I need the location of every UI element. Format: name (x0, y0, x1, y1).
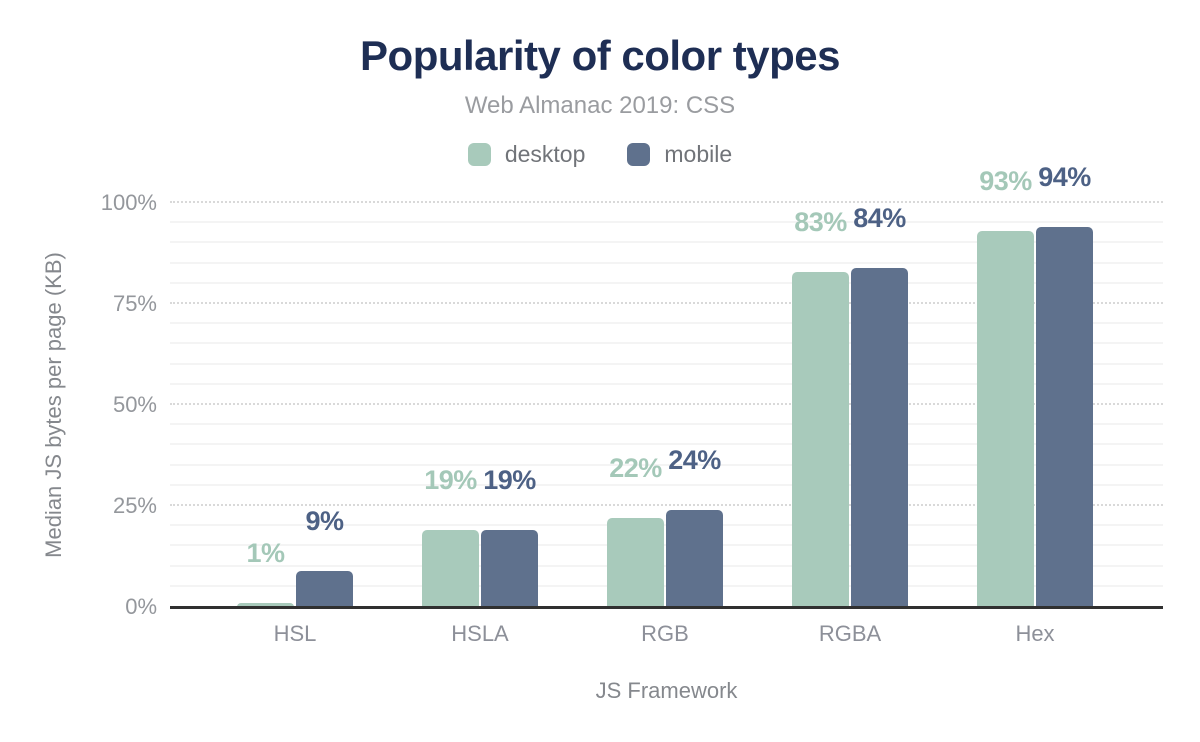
gridline-major (170, 504, 1163, 506)
legend-label-mobile: mobile (664, 141, 733, 167)
gridline-major (170, 302, 1163, 304)
legend-item-mobile[interactable]: mobile (627, 141, 732, 168)
value-label-mobile-hsla: 19% (483, 465, 536, 495)
value-label-mobile-hsl: 9% (305, 506, 344, 536)
bar-group-hex: 93% 94% Hex (977, 162, 1093, 646)
gridline-minor (170, 241, 1163, 244)
gridline-major (170, 403, 1163, 405)
bar-mobile-rgba[interactable] (851, 268, 908, 607)
gridline-minor (170, 342, 1163, 345)
chart-subtitle: Web Almanac 2019: CSS (464, 92, 736, 119)
gridline-major (170, 201, 1163, 203)
bar-mobile-hsla[interactable] (481, 530, 538, 607)
gridline-minor (170, 483, 1163, 486)
gridline-minor (170, 221, 1163, 224)
bar-group-rgba: 83% 84% RGBA (792, 203, 908, 646)
bar-desktop-rgba[interactable] (792, 272, 849, 607)
bar-mobile-hsl[interactable] (296, 571, 353, 607)
bar-mobile-rgb[interactable] (666, 510, 723, 607)
bar-desktop-hsla[interactable] (422, 530, 479, 607)
y-axis-title: Median JS bytes per page (KB) (41, 252, 66, 558)
bar-desktop-rgb[interactable] (607, 518, 664, 607)
value-label-mobile-rgba: 84% (853, 203, 906, 233)
legend: desktop mobile (0, 141, 1200, 168)
bar-group-hsla: 19% 19% HSLA (422, 203, 538, 646)
gridline-minor (170, 382, 1163, 385)
value-label-desktop-rgba: 83% (794, 207, 847, 237)
bar-desktop-hex[interactable] (977, 231, 1034, 607)
chart-title: Popularity of color types (360, 32, 840, 79)
y-tick-label: 25% (112, 493, 157, 518)
value-label-desktop-rgb: 22% (609, 453, 662, 483)
legend-item-desktop[interactable]: desktop (467, 141, 586, 168)
value-label-mobile-hex: 94% (1038, 162, 1091, 192)
x-tick-label-rgba: RGBA (818, 621, 882, 646)
x-tick-label-hsla: HSLA (451, 621, 509, 646)
gridline-minor (170, 443, 1163, 446)
legend-label-desktop: desktop (504, 141, 586, 167)
y-tick-label: 50% (112, 392, 157, 417)
gridline-minor (170, 261, 1163, 264)
bar-group-rgb: 22% 24% RGB (607, 203, 723, 646)
y-tick-label: 100% (100, 190, 157, 215)
value-label-desktop-hex: 93% (979, 166, 1032, 196)
gridline-minor (170, 362, 1163, 365)
value-label-mobile-rgb: 24% (668, 445, 721, 475)
gridline-minor (170, 463, 1163, 466)
gridline-minor (170, 281, 1163, 284)
bar-mobile-hex[interactable] (1036, 227, 1093, 607)
bar-group-hsl: 1% 9% HSL (237, 203, 353, 646)
x-tick-label-hex: Hex (1015, 621, 1055, 646)
x-axis-line (170, 606, 1163, 609)
gridline-minor (170, 423, 1163, 426)
y-tick-label: 75% (112, 291, 157, 316)
y-tick-label: 0% (125, 594, 157, 619)
value-label-desktop-hsl: 1% (246, 538, 285, 568)
gridline-minor (170, 322, 1163, 325)
value-label-desktop-hsla: 19% (424, 465, 477, 495)
bar-desktop-hsl[interactable] (237, 603, 294, 607)
mobile-swatch-icon (627, 143, 651, 166)
plot-area: 0% 25% 50% 75% 100% 1% 9% HSL 19% 19% HSLA 22% 24% RG… (101, 162, 1163, 646)
x-axis-title: JS Framework (595, 678, 738, 703)
x-tick-label-hsl: HSL (273, 621, 317, 646)
x-tick-label-rgb: RGB (641, 621, 689, 646)
desktop-swatch-icon (467, 143, 491, 166)
